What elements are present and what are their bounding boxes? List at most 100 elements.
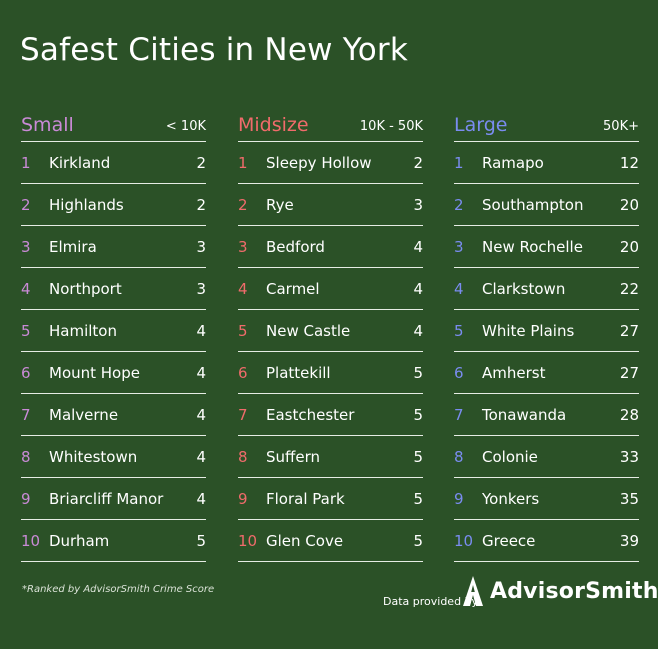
table-row: 2 Rye 3	[238, 184, 423, 226]
table-row: 3 New Rochelle 20	[454, 226, 639, 268]
city-name: Elmira	[49, 237, 97, 256]
city-name: Carmel	[266, 279, 320, 298]
rank-number: 10	[454, 531, 474, 550]
table-row: 9 Yonkers 35	[454, 478, 639, 520]
city-name: New Rochelle	[482, 237, 583, 256]
rank-number: 5	[21, 321, 31, 340]
rank-number: 2	[454, 195, 464, 214]
table-row: 8 Colonie 33	[454, 436, 639, 478]
crime-score: 22	[619, 279, 639, 298]
rank-number: 8	[454, 447, 464, 466]
crime-score: 4	[196, 405, 206, 424]
city-name: Northport	[49, 279, 122, 298]
city-name: Amherst	[482, 363, 546, 382]
rank-number: 7	[21, 405, 31, 424]
crime-score: 3	[196, 279, 206, 298]
table-row: 4 Northport 3	[21, 268, 206, 310]
column-header: Large 50K+	[454, 112, 639, 142]
rank-number: 7	[454, 405, 464, 424]
table-row: 3 Bedford 4	[238, 226, 423, 268]
city-name: Sleepy Hollow	[266, 153, 372, 172]
table-row: 1 Ramapo 12	[454, 142, 639, 184]
table-row: 7 Malverne 4	[21, 394, 206, 436]
city-name: Mount Hope	[49, 363, 140, 382]
column-range: < 10K	[165, 119, 206, 134]
rank-number: 5	[454, 321, 464, 340]
table-row: 3 Elmira 3	[21, 226, 206, 268]
table-row: 5 Hamilton 4	[21, 310, 206, 352]
crime-score: 4	[413, 237, 423, 256]
crime-score: 27	[619, 363, 639, 382]
table-row: 6 Amherst 27	[454, 352, 639, 394]
table-row: 8 Whitestown 4	[21, 436, 206, 478]
city-name: Tonawanda	[482, 405, 567, 424]
column-header: Small < 10K	[21, 112, 206, 142]
city-name: Suffern	[266, 447, 321, 466]
city-name: Malverne	[49, 405, 119, 424]
table-row: 6 Plattekill 5	[238, 352, 423, 394]
column-range: 10K - 50K	[359, 119, 423, 134]
column-title: Large	[454, 114, 508, 136]
crime-score: 5	[413, 405, 423, 424]
table-row: 2 Highlands 2	[21, 184, 206, 226]
table-row: 1 Sleepy Hollow 2	[238, 142, 423, 184]
table-row: 4 Carmel 4	[238, 268, 423, 310]
city-name: Southampton	[482, 195, 584, 214]
crime-score: 4	[196, 363, 206, 382]
rank-number: 5	[238, 321, 248, 340]
table-row: 4 Clarkstown 22	[454, 268, 639, 310]
rank-number: 7	[238, 405, 248, 424]
data-provided-label: Data provided by	[383, 595, 479, 608]
city-name: Glen Cove	[266, 531, 344, 550]
crime-score: 20	[619, 237, 639, 256]
brand-name: AdvisorSmith	[490, 578, 658, 604]
city-name: Rye	[266, 195, 294, 214]
city-name: Eastchester	[266, 405, 355, 424]
crime-score: 28	[619, 405, 639, 424]
city-name: Kirkland	[49, 153, 111, 172]
city-name: Bedford	[266, 237, 325, 256]
city-name: Clarkstown	[482, 279, 566, 298]
table-row: 6 Mount Hope 4	[21, 352, 206, 394]
column-title: Midsize	[238, 114, 309, 136]
crime-score: 3	[413, 195, 423, 214]
rank-number: 1	[21, 153, 31, 172]
rank-number: 6	[454, 363, 464, 382]
table-row: 9 Briarcliff Manor 4	[21, 478, 206, 520]
crime-score: 3	[196, 237, 206, 256]
rank-number: 8	[238, 447, 248, 466]
column-large: Large 50K+ 1 Ramapo 12 2 Southampton 20 3 New Roc…	[454, 112, 639, 562]
crime-score: 2	[196, 153, 206, 172]
city-name: Briarcliff Manor	[49, 489, 164, 508]
city-name: Yonkers	[482, 489, 540, 508]
table-row: 7 Tonawanda 28	[454, 394, 639, 436]
rank-number: 10	[238, 531, 258, 550]
city-name: Floral Park	[266, 489, 345, 508]
crime-score: 2	[196, 195, 206, 214]
city-name: Ramapo	[482, 153, 544, 172]
table-row: 1 Kirkland 2	[21, 142, 206, 184]
city-name: Whitestown	[49, 447, 138, 466]
rank-number: 3	[238, 237, 248, 256]
rank-number: 1	[454, 153, 464, 172]
advisorsmith-logo: AdvisorSmith	[462, 575, 658, 607]
city-name: Durham	[49, 531, 110, 550]
table-row: 10 Greece 39	[454, 520, 639, 562]
city-name: White Plains	[482, 321, 575, 340]
crime-score: 5	[413, 531, 423, 550]
column-range: 50K+	[603, 119, 639, 134]
city-name: Highlands	[49, 195, 124, 214]
rank-number: 10	[21, 531, 41, 550]
crime-score: 5	[413, 489, 423, 508]
crime-score: 27	[619, 321, 639, 340]
city-name: Hamilton	[49, 321, 117, 340]
crime-score: 4	[196, 489, 206, 508]
city-name: Colonie	[482, 447, 538, 466]
rank-number: 4	[454, 279, 464, 298]
rank-number: 9	[21, 489, 31, 508]
rank-number: 2	[238, 195, 248, 214]
column-midsize: Midsize 10K - 50K 1 Sleepy Hollow 2 2 Rye 3 3 Bed…	[238, 112, 423, 562]
rank-number: 1	[238, 153, 248, 172]
table-row: 5 New Castle 4	[238, 310, 423, 352]
crime-score: 33	[619, 447, 639, 466]
